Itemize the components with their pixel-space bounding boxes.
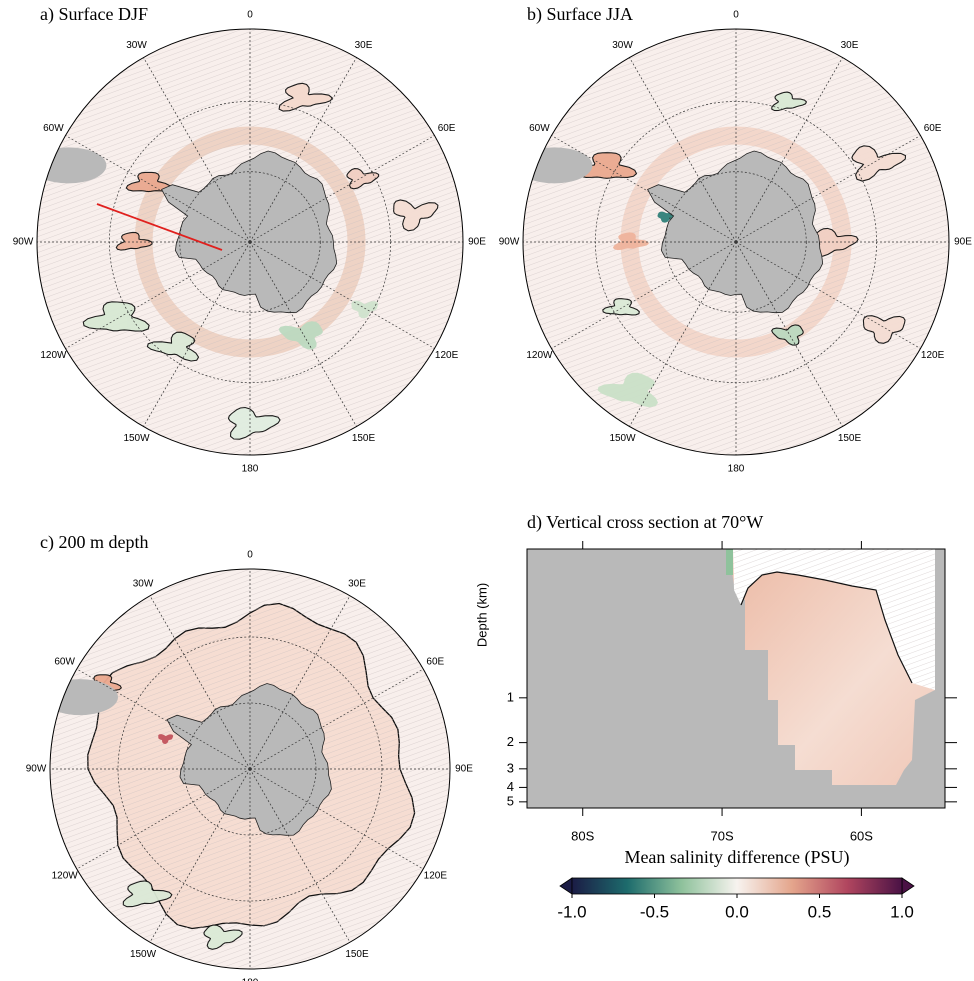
longitude-label: 180: [728, 464, 745, 475]
longitude-label: 120E: [435, 350, 459, 361]
longitude-label: 60E: [426, 657, 444, 668]
longitude-label: 60W: [54, 657, 75, 668]
colorbar-tick-label: -1.0: [557, 902, 586, 921]
longitude-label: 0: [247, 550, 253, 561]
x-tick-label: 70S: [710, 828, 733, 843]
longitude-label: 90W: [13, 237, 34, 248]
longitude-label: 90E: [455, 764, 473, 775]
longitude-label: 180: [242, 978, 259, 981]
x-tick-label: 80S: [571, 828, 594, 843]
map: [42, 569, 450, 969]
longitude-label: 60W: [43, 123, 64, 134]
longitude-label: 90E: [954, 237, 972, 248]
longitude-label: 60W: [529, 123, 550, 134]
longitude-label: 90W: [26, 764, 47, 775]
figure: a) Surface DJF 0 30E 60E 90E 120E 150E 180 150W 1…: [0, 0, 974, 981]
colorbar: [572, 878, 902, 894]
y-tick-label: 4: [507, 779, 514, 794]
longitude-label: 90E: [468, 237, 486, 248]
x-tick-label: 60S: [850, 828, 873, 843]
longitude-label: 30E: [355, 40, 373, 51]
longitude-label: 30W: [133, 578, 154, 589]
shelf-anomaly: [726, 549, 733, 575]
south-america: [30, 147, 106, 183]
longitude-label: 150W: [130, 949, 157, 960]
panel-title: d) Vertical cross section at 70°W: [527, 512, 763, 533]
longitude-label: 150W: [123, 433, 150, 444]
south-america: [516, 147, 592, 183]
longitude-label: 150W: [609, 433, 636, 444]
y-axis-label: Depth (km): [474, 583, 489, 647]
map: [516, 29, 949, 455]
longitude-label: 150E: [352, 433, 376, 444]
longitude-label: 30E: [348, 578, 366, 589]
longitude-label: 180: [242, 464, 259, 475]
colorbar-label: Mean salinity difference (PSU): [624, 847, 849, 868]
colorbar-tick-label: 0.0: [725, 902, 749, 921]
longitude-label: 60E: [924, 123, 942, 134]
longitude-label: 120W: [40, 350, 67, 361]
longitude-label: 30W: [612, 40, 633, 51]
longitude-label: 0: [733, 10, 739, 21]
y-tick-label: 1: [507, 689, 514, 704]
longitude-label: 30E: [841, 40, 859, 51]
colorbar-low: [560, 878, 572, 894]
page: a) Surface DJF 0 30E 60E 90E 120E 150E 180 150W 1…: [0, 0, 974, 981]
longitude-label: 60E: [438, 123, 456, 134]
longitude-label: 120W: [526, 350, 553, 361]
colorbar-tick-label: 0.5: [808, 902, 832, 921]
longitude-label: 0: [247, 10, 253, 21]
longitude-label: 150E: [838, 433, 862, 444]
y-tick-label: 3: [507, 760, 514, 775]
map: [30, 29, 463, 455]
longitude-label: 30W: [126, 40, 147, 51]
colorbar-tick-label: -0.5: [640, 902, 669, 921]
longitude-label: 120E: [424, 871, 448, 882]
panel-title: a) Surface DJF: [40, 4, 148, 25]
y-tick-label: 5: [507, 793, 514, 808]
panel-title: c) 200 m depth: [40, 532, 148, 553]
longitude-label: 90W: [499, 237, 520, 248]
south-america: [42, 679, 118, 715]
y-tick-label: 2: [507, 734, 514, 749]
longitude-label: 150E: [345, 949, 369, 960]
colorbar-high: [902, 878, 914, 894]
colorbar-tick-label: 1.0: [890, 902, 914, 921]
longitude-label: 120W: [52, 871, 79, 882]
panel-title: b) Surface JJA: [527, 4, 633, 25]
longitude-label: 120E: [921, 350, 945, 361]
